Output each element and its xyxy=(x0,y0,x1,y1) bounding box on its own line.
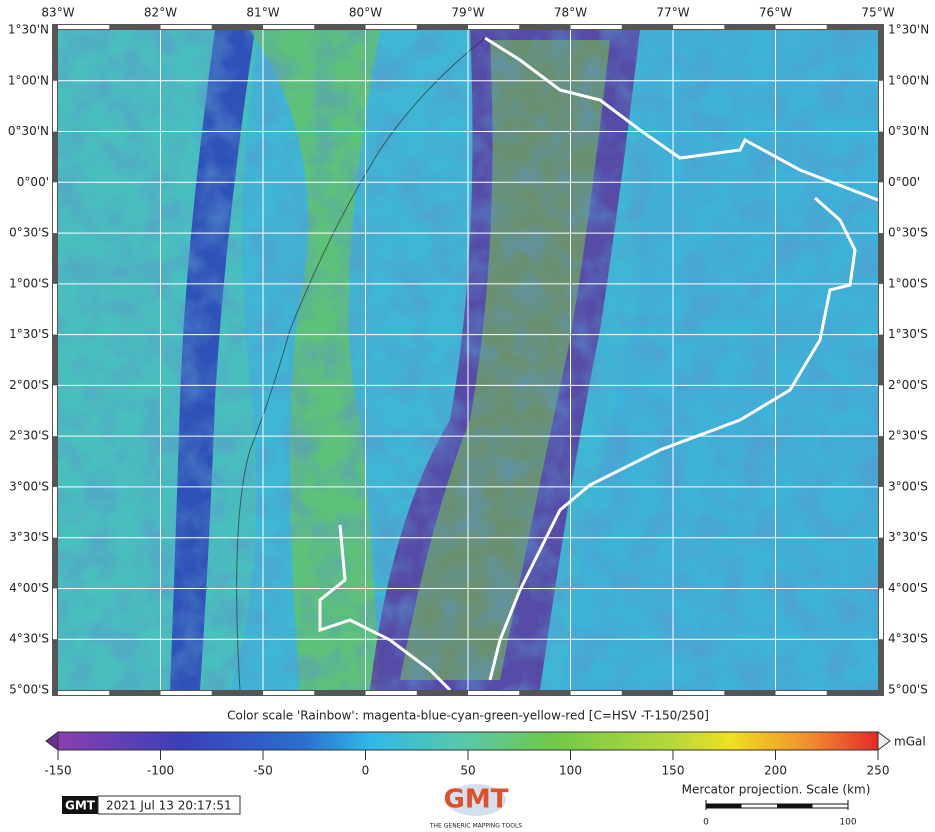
lat-label-right: 5°00'S xyxy=(888,683,928,697)
lat-label-right: 1°00'S xyxy=(888,276,928,290)
gmt-badge-text: GMT xyxy=(65,799,96,813)
lat-label-left: 2°30'S xyxy=(9,429,49,443)
timestamp: 2021 Jul 13 20:17:51 xyxy=(106,799,232,813)
lon-label-top: 77°W xyxy=(656,6,689,20)
timestamp-box xyxy=(97,795,241,815)
lat-label-left: 4°00'S xyxy=(9,581,49,595)
scale-tick-label: 0 xyxy=(703,818,709,828)
lon-label-top: 79°W xyxy=(451,6,484,20)
lat-label-left: 0°00' xyxy=(17,175,49,189)
lat-label-left: 4°30'S xyxy=(9,632,49,646)
lon-label-top: 75°W xyxy=(861,6,894,20)
lon-label-top: 82°W xyxy=(144,6,177,20)
lat-label-left: 0°30'S xyxy=(9,226,49,240)
lat-label-left: 1°30'S xyxy=(9,327,49,341)
lat-label-right: 0°30'S xyxy=(888,226,928,240)
lat-label-right: 3°00'S xyxy=(888,479,928,493)
lat-label-left: 3°00'S xyxy=(9,479,49,493)
lon-label-top: 83°W xyxy=(41,6,74,20)
lon-label-top: 78°W xyxy=(554,6,587,20)
lat-label-right: 1°30'S xyxy=(888,327,928,341)
lat-label-left: 1°30'N xyxy=(8,23,49,37)
colorbar-unit: mGal xyxy=(894,735,926,749)
scale-tick-label: 100 xyxy=(839,818,856,828)
lon-label-top: 76°W xyxy=(759,6,792,20)
colorbar-low-end xyxy=(45,731,59,751)
lat-label-right: 1°00'N xyxy=(888,73,929,87)
gmt-badge xyxy=(62,796,98,814)
lon-label-top: 80°W xyxy=(349,6,382,20)
lat-label-right: 1°30'N xyxy=(888,23,929,37)
colorbar-ticks: -150 -100 -50 0 50 100 150 200 250 xyxy=(44,750,889,778)
scale-bar-fill xyxy=(706,804,742,808)
colorbar-tick-label: 50 xyxy=(460,764,475,778)
lat-label-right: 3°30'S xyxy=(888,530,928,544)
colorbar xyxy=(57,731,879,751)
lat-label-right: 0°00' xyxy=(888,175,920,189)
colorbar-tick-label: -100 xyxy=(147,764,174,778)
lat-label-left: 1°00'S xyxy=(9,276,49,290)
scale-bar-fill xyxy=(777,804,813,808)
colorbar-tick-label: -150 xyxy=(44,764,71,778)
colorbar-tick-label: 150 xyxy=(662,764,685,778)
colorbar-high-end xyxy=(877,731,891,751)
lat-label-right: 4°30'S xyxy=(888,632,928,646)
lat-label-left: 5°00'S xyxy=(9,683,49,697)
scale-bar: 0 100 xyxy=(703,800,857,828)
lat-label-right: 4°00'S xyxy=(888,581,928,595)
colorbar-tick-label: -50 xyxy=(253,764,273,778)
lat-label-right: 2°00'S xyxy=(888,378,928,392)
colorbar-tick-label: 100 xyxy=(559,764,582,778)
lon-label-top: 81°W xyxy=(246,6,279,20)
axis-labels: 83°W 82°W 81°W 80°W 79°W 78°W 77°W 76°W 75°W 1°30… xyxy=(8,6,929,697)
colorbar-title: Color scale 'Rainbow': magenta-blue-cyan… xyxy=(227,709,709,723)
lat-label-left: 0°30'N xyxy=(8,124,49,138)
lat-label-left: 3°30'S xyxy=(9,530,49,544)
logo-globe xyxy=(446,784,506,816)
scale-title: Mercator projection. Scale (km) xyxy=(682,783,871,797)
lat-label-left: 1°00'N xyxy=(8,73,49,87)
colorbar-tick-label: 0 xyxy=(362,764,370,778)
lat-label-right: 2°30'S xyxy=(888,429,928,443)
lat-label-left: 2°00'S xyxy=(9,378,49,392)
logo-caption: THE GENERIC MAPPING TOOLS xyxy=(429,823,522,830)
colorbar-tick-label: 250 xyxy=(867,764,890,778)
logo-mark: GMT xyxy=(444,785,509,815)
colorbar-tick-label: 200 xyxy=(764,764,787,778)
frame-segments xyxy=(53,25,883,695)
lat-label-right: 0°30'N xyxy=(888,124,929,138)
graticule xyxy=(58,30,878,690)
